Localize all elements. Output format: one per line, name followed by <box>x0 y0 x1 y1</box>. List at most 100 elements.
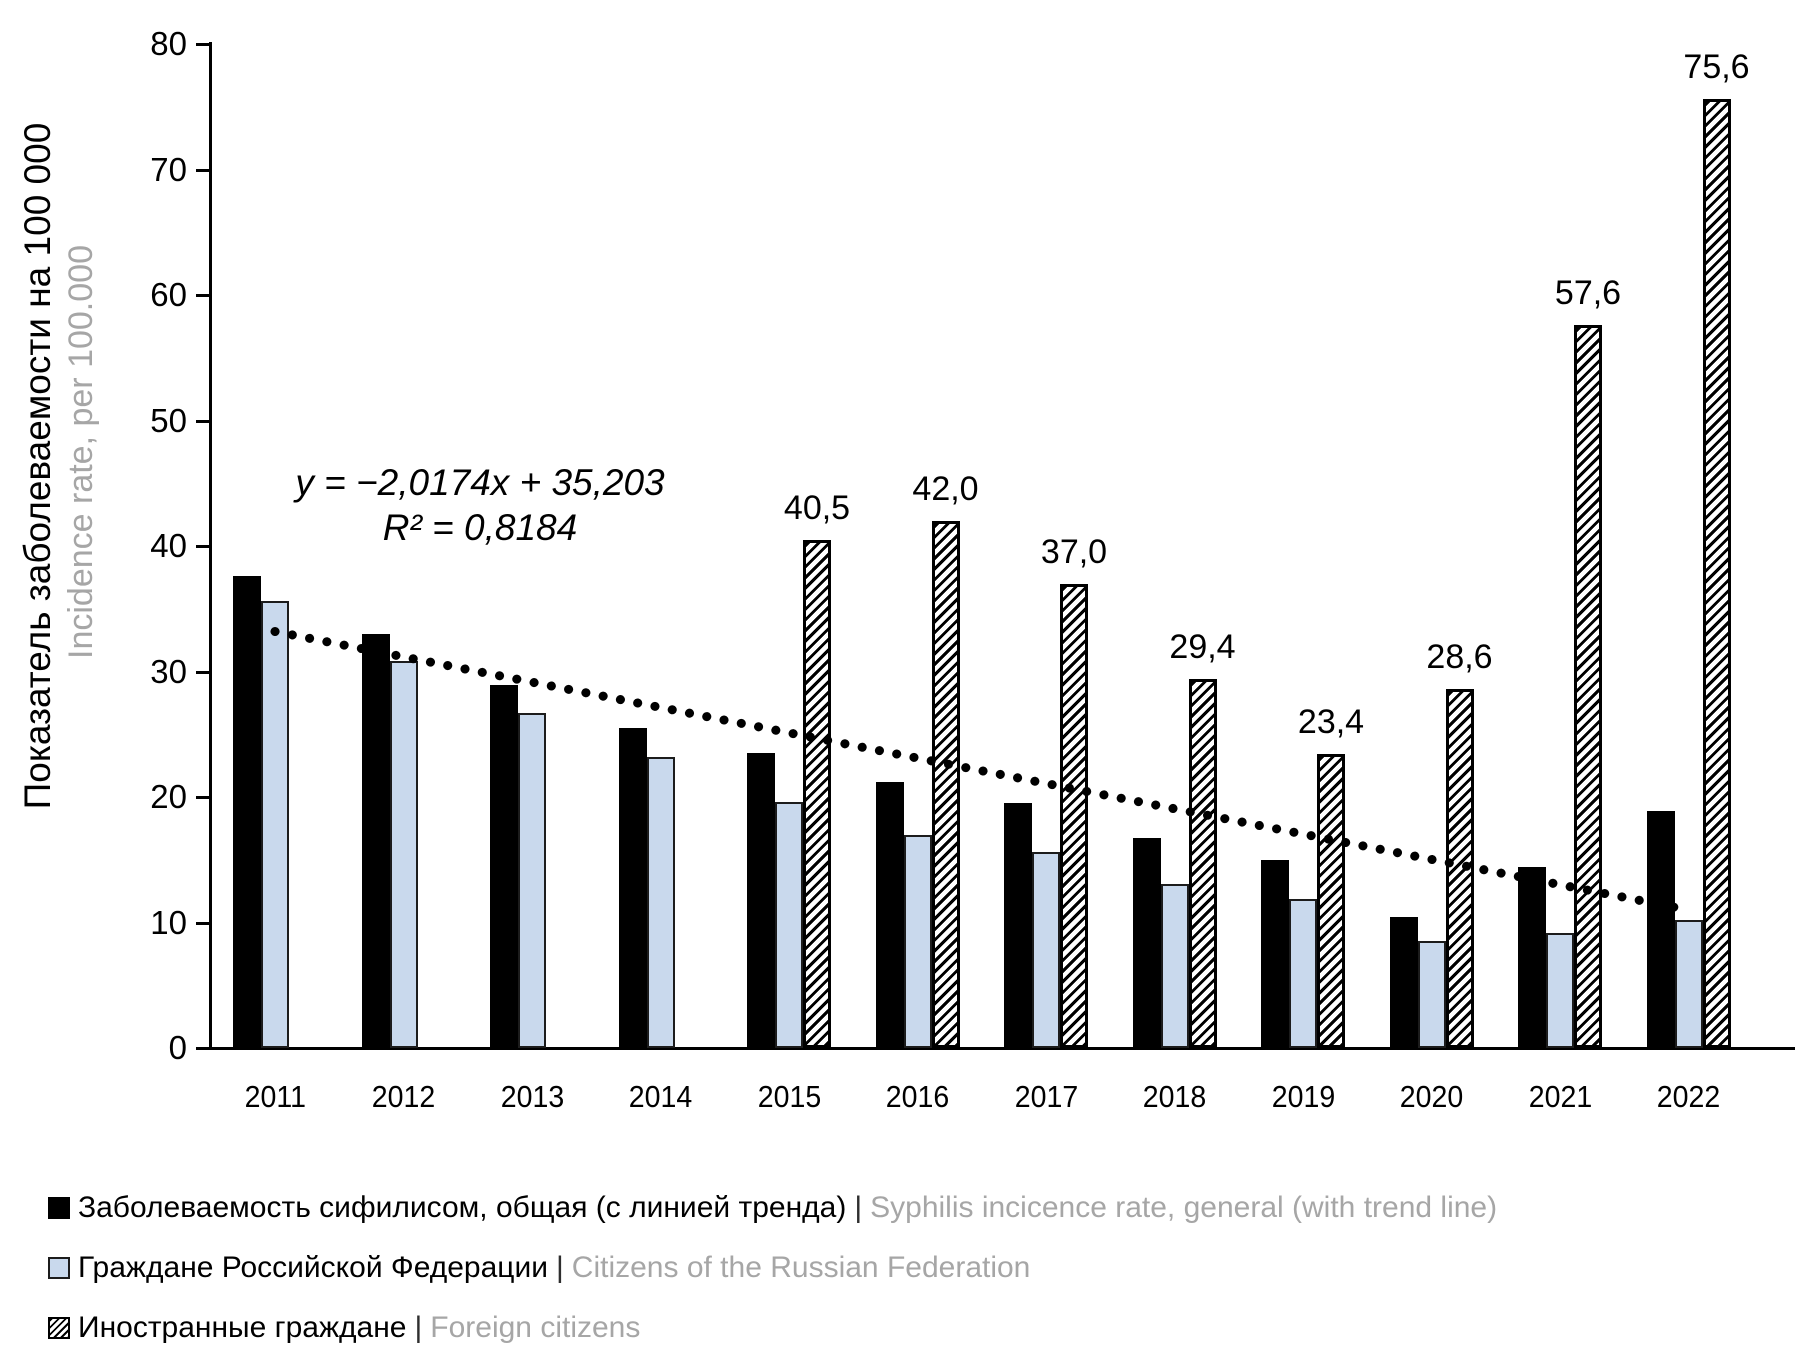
x-axis-year-text: 2014 <box>628 1079 693 1114</box>
x-axis-year-text: 2015 <box>757 1079 821 1114</box>
x-axis-category-label: 2013 <box>462 1078 602 1116</box>
y-axis-tick-label: 10 <box>150 903 187 941</box>
y-axis-tick-label: 40 <box>150 527 187 564</box>
data-label-2021: 57,6 <box>1554 274 1622 313</box>
y-axis-tick-label: 30 <box>150 652 187 690</box>
bar-solid-black-2014 <box>618 727 647 1048</box>
data-label-2017: 37,0 <box>1040 532 1108 571</box>
legend-label-ru: Граждане Российской Федерации <box>78 1251 548 1284</box>
y-axis-tick-label: 20 <box>150 778 187 815</box>
y-axis-tick-label: 80 <box>150 25 187 62</box>
legend-separator: | <box>556 1251 564 1284</box>
bar-solid-black-2018 <box>1132 838 1161 1048</box>
x-axis-year-text: 2020 <box>1399 1079 1464 1114</box>
y-axis-tick-label: 0 <box>168 1029 187 1066</box>
bar-solid-black-2015 <box>747 753 775 1048</box>
bar-diagonal-hatch-2017 <box>1060 583 1088 1048</box>
x-axis-category-label: 2021 <box>1490 1078 1630 1116</box>
x-axis-year-text: 2011 <box>244 1079 306 1114</box>
bar-solid-black-2021 <box>1518 867 1546 1048</box>
bar-solid-black-2016 <box>875 781 904 1048</box>
data-label-2019: 23,4 <box>1297 703 1365 742</box>
bar-solid-black-2022 <box>1646 810 1675 1048</box>
y-axis-tick <box>196 1047 209 1050</box>
bar-diagonal-hatch-2020 <box>1445 689 1474 1048</box>
y-axis-tick <box>196 670 209 674</box>
bar-light-blue-2022 <box>1674 919 1703 1048</box>
y-axis-tick <box>196 796 209 799</box>
bar-diagonal-hatch-2018 <box>1188 679 1217 1048</box>
bar-light-blue-2019 <box>1289 898 1317 1048</box>
legend-label-en: Foreign citizens <box>430 1311 641 1344</box>
bar-light-blue-2020 <box>1417 941 1446 1048</box>
bar-light-blue-2015 <box>775 802 803 1048</box>
y-axis-tick <box>196 419 209 423</box>
y-axis-tick <box>196 43 209 46</box>
data-label-2022: 75,6 <box>1683 48 1750 87</box>
x-axis-category-label: 2012 <box>334 1078 474 1116</box>
x-axis-category-label: 2016 <box>848 1078 988 1116</box>
y-axis-tick <box>196 921 209 925</box>
trendline-equation-line1: y = −2,0174x + 35,203 <box>295 462 665 503</box>
legend-marker-hatched-square-icon <box>48 1317 70 1339</box>
bar-light-blue-2018 <box>1160 883 1189 1048</box>
x-axis-category-label: 2022 <box>1619 1078 1759 1116</box>
x-axis-year-text: 2018 <box>1142 1079 1207 1114</box>
x-axis-year-text: 2019 <box>1271 1079 1335 1114</box>
legend-label-en: Syphilis incicence rate, general (with t… <box>870 1191 1498 1224</box>
trend-line-dotted <box>270 627 1693 915</box>
bar-light-blue-2012 <box>389 661 418 1048</box>
x-axis-category-label: 2017 <box>976 1078 1116 1116</box>
bar-diagonal-hatch-2016 <box>931 520 960 1048</box>
legend-item-citizens: Граждане Российской Федерации | Citizens… <box>48 1250 1030 1286</box>
bar-diagonal-hatch-2015 <box>803 539 831 1048</box>
y-axis-tick-label: 60 <box>150 276 187 313</box>
y-axis-tick <box>196 294 209 297</box>
bar-solid-black-2017 <box>1004 803 1032 1048</box>
legend-item-foreign: Иностранные граждане | Foreign citizens <box>48 1310 640 1346</box>
data-label-2018: 29,4 <box>1169 628 1236 667</box>
bar-solid-black-2020 <box>1389 917 1418 1048</box>
x-axis-category-label: 2015 <box>719 1078 859 1116</box>
trendline-equation: y = −2,0174x + 35,203 R² = 0,8184 <box>230 460 730 550</box>
trendline-r-squared: R² = 0,8184 <box>382 507 578 548</box>
x-axis-year-text: 2021 <box>1528 1079 1592 1114</box>
x-axis-year-text: 2013 <box>500 1079 564 1114</box>
bar-light-blue-2011 <box>261 601 289 1048</box>
y-axis-line <box>209 42 212 1050</box>
legend-label-ru: Иностранные граждане <box>78 1311 407 1344</box>
x-axis-line <box>209 1047 1795 1050</box>
bar-light-blue-2016 <box>903 834 932 1048</box>
x-axis-category-label: 2018 <box>1105 1078 1245 1116</box>
bar-light-blue-2021 <box>1546 932 1574 1048</box>
data-label-2020: 28,6 <box>1426 638 1493 677</box>
legend-label-ru: Заболеваемость сифилисом, общая (с линие… <box>78 1191 847 1224</box>
x-axis-year-text: 2012 <box>371 1079 436 1114</box>
legend-marker-blue-square-icon <box>48 1257 70 1279</box>
bar-light-blue-2014 <box>646 756 675 1048</box>
x-axis-year-text: 2017 <box>1014 1079 1078 1114</box>
bar-solid-black-2019 <box>1261 859 1289 1048</box>
x-axis-year-text: 2016 <box>885 1079 950 1114</box>
y-axis-tick-label: 50 <box>150 401 187 439</box>
y-axis-tick-label: 70 <box>150 150 187 188</box>
legend-separator: | <box>414 1311 423 1344</box>
x-axis-category-label: 2020 <box>1362 1078 1502 1116</box>
legend-label-en: Citizens of the Russian Federation <box>571 1251 1031 1284</box>
data-label-2016: 42,0 <box>912 469 979 508</box>
legend-marker-solid-black-icon <box>48 1197 70 1219</box>
bar-light-blue-2017 <box>1032 852 1060 1048</box>
legend-separator: | <box>854 1191 863 1224</box>
bar-diagonal-hatch-2022 <box>1702 99 1731 1048</box>
bar-solid-black-2011 <box>233 576 261 1048</box>
y-axis-tick <box>196 545 209 548</box>
x-axis-category-label: 2014 <box>591 1078 731 1116</box>
data-label-2015: 40,5 <box>783 488 851 527</box>
y-axis-tick <box>196 168 209 172</box>
bar-solid-black-2012 <box>361 633 390 1048</box>
x-axis-category-label: 2011 <box>205 1078 345 1116</box>
x-axis-category-label: 2019 <box>1233 1078 1373 1116</box>
x-axis-year-text: 2022 <box>1656 1079 1721 1114</box>
